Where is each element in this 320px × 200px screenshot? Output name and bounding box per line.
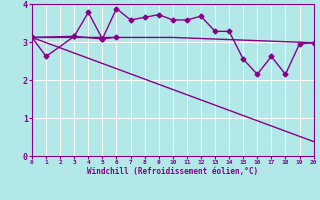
X-axis label: Windchill (Refroidissement éolien,°C): Windchill (Refroidissement éolien,°C) [87, 167, 258, 176]
